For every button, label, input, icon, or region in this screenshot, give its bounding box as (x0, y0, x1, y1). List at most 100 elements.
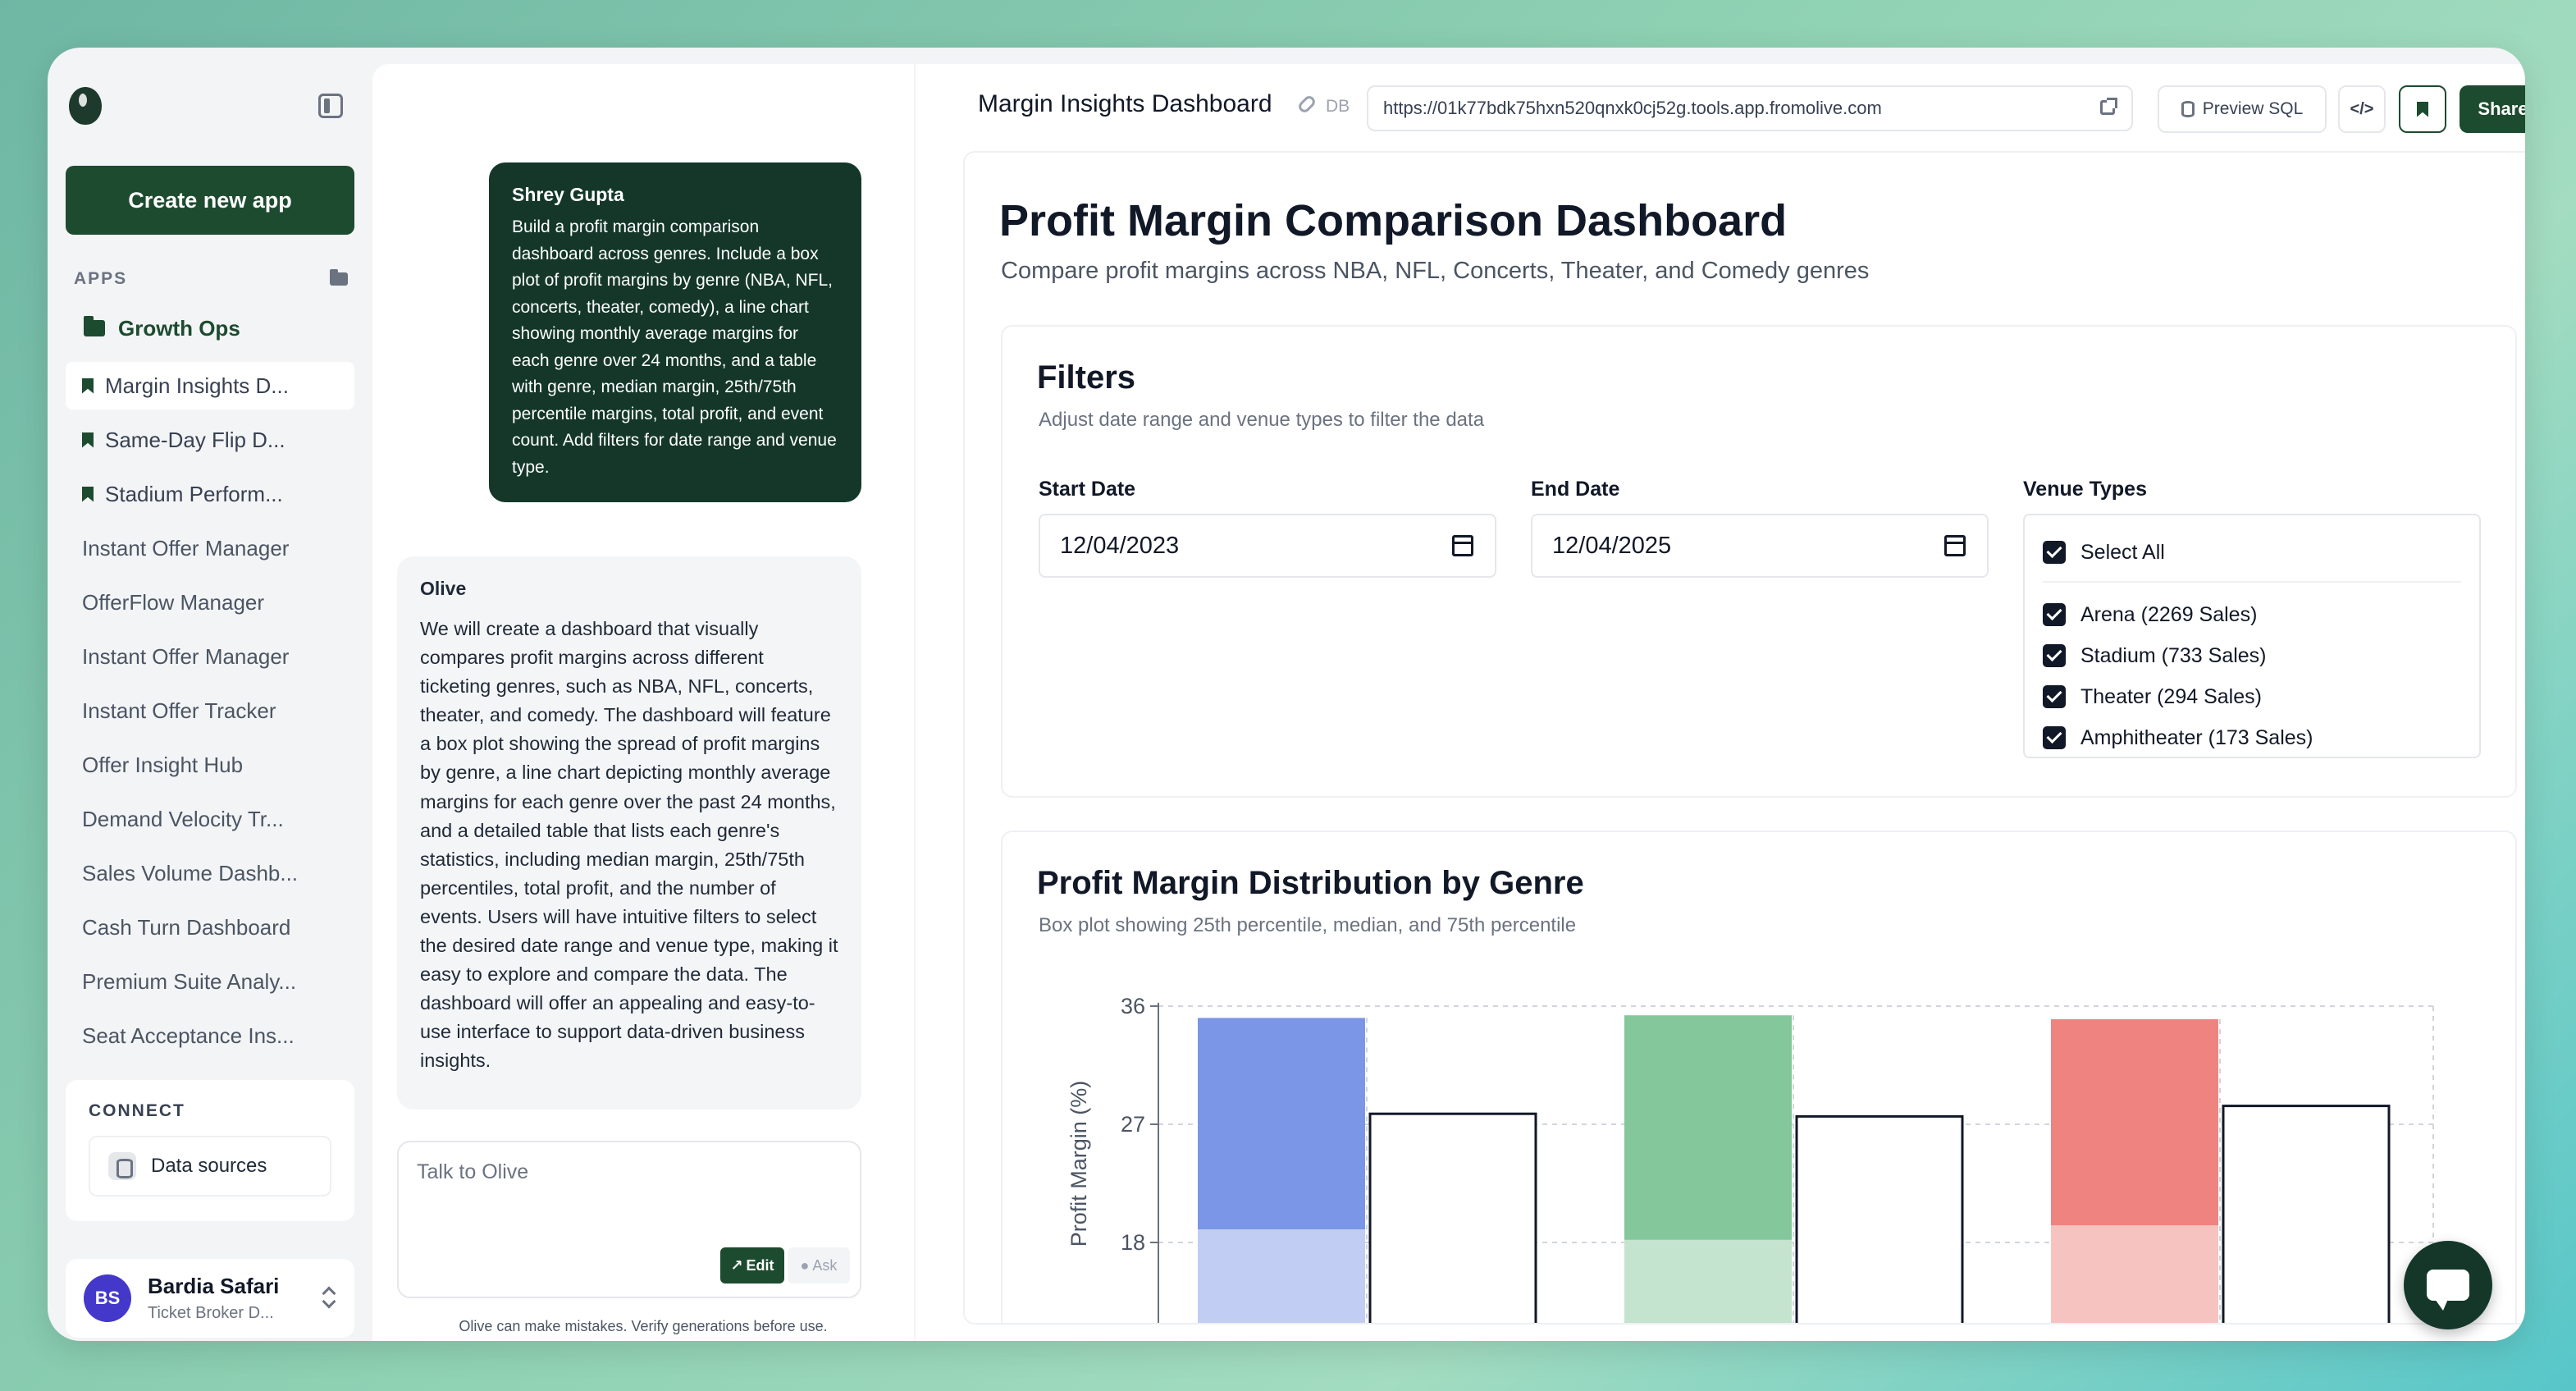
venue-checkbox[interactable]: Stadium (733 Sales) (2043, 635, 2461, 676)
sidebar-app-label: Offer Insight Hub (82, 752, 244, 777)
external-link-icon[interactable] (2100, 98, 2117, 115)
sidebar-app-item[interactable]: Same-Day Flip D... (66, 416, 354, 464)
start-date-value: 12/04/2023 (1060, 532, 1180, 559)
user-menu[interactable]: BS Bardia Safari Ticket Broker D... (66, 1259, 354, 1338)
checkbox-checked-icon (2043, 726, 2066, 749)
db-tag: DB (1326, 97, 1350, 116)
sidebar-app-item[interactable]: Seat Acceptance Ins... (66, 1012, 354, 1059)
app-window: Create new app APPS Growth Ops Margin In… (48, 48, 2525, 1341)
bookmark-icon (82, 486, 94, 502)
sidebar-app-label: Cash Turn Dashboard (82, 914, 291, 940)
checkbox-checked-icon (2043, 644, 2066, 667)
filters-card: Filters Adjust date range and venue type… (1001, 325, 2517, 798)
sidebar-app-label: Same-Day Flip D... (105, 427, 285, 452)
sidebar-app-item[interactable]: Sales Volume Dashb... (66, 849, 354, 897)
avatar: BS (84, 1274, 131, 1322)
sidebar-app-label: Seat Acceptance Ins... (82, 1023, 295, 1048)
venue-checkbox[interactable]: Theater (294 Sales) (2043, 676, 2461, 717)
sidebar-app-item[interactable]: Instant Offer Manager (66, 633, 354, 680)
box-plot-card: Profit Margin Distribution by Genre Box … (1001, 830, 2517, 1323)
bookmark-icon (2417, 101, 2428, 117)
olive-logo-icon[interactable] (69, 87, 102, 125)
app-url: https://01k77bdk75hxn520qnxk0cj52g.tools… (1383, 98, 1882, 118)
sidebar-group-growth-ops[interactable]: Growth Ops (66, 305, 354, 351)
y-tick-label: 27 (1121, 1112, 1145, 1137)
chat-pane: Shrey Gupta Build a profit margin compar… (372, 64, 939, 1341)
sidebar-app-item[interactable]: Demand Velocity Tr... (66, 795, 354, 843)
y-tick-label: 36 (1121, 994, 1145, 1018)
preview-sql-label: Preview SQL (2202, 99, 2304, 118)
box-lower-segment (1624, 1239, 1792, 1323)
bookmark-button[interactable] (2399, 85, 2446, 133)
sidebar-collapse-icon[interactable] (318, 94, 343, 118)
preview-sql-button[interactable]: Preview SQL (2158, 85, 2327, 133)
sidebar-app-item[interactable]: Instant Offer Tracker (66, 687, 354, 734)
user-name: Bardia Safari (148, 1274, 280, 1298)
page-title: Profit Margin Comparison Dashboard (999, 196, 1788, 245)
disclaimer: Olive can make mistakes. Verify generati… (459, 1318, 828, 1334)
database-icon (108, 1152, 136, 1180)
app-title: Margin Insights Dashboard (978, 90, 1272, 117)
box-outline (2222, 1105, 2391, 1323)
chevron-up-down-icon (322, 1285, 335, 1310)
sidebar-app-item[interactable]: Cash Turn Dashboard (66, 904, 354, 951)
venue-label: Arena (2269 Sales) (2080, 602, 2258, 626)
database-icon (2181, 101, 2195, 117)
link-icon (1296, 94, 1318, 115)
end-date-value: 12/04/2025 (1552, 532, 1672, 559)
create-new-app-button[interactable]: Create new app (66, 166, 354, 235)
chart-title: Profit Margin Distribution by Genre (1037, 865, 1584, 901)
sidebar-app-item[interactable]: OfferFlow Manager (66, 579, 354, 626)
sidebar-app-item[interactable]: Offer Insight Hub (66, 741, 354, 789)
venue-checkbox[interactable]: Arena (2269 Sales) (2043, 594, 2461, 635)
calendar-icon[interactable] (1944, 535, 1966, 556)
ask-mode-label: Ask (812, 1256, 838, 1274)
chart-subtitle: Box plot showing 25th percentile, median… (1039, 914, 1577, 936)
bookmark-icon (82, 432, 94, 448)
venue-label: Theater (294 Sales) (2080, 684, 2262, 708)
connect-panel: CONNECT Data sources (66, 1080, 354, 1221)
assistant-message: Olive We will create a dashboard that vi… (397, 556, 861, 1110)
message-text: We will create a dashboard that visually… (420, 618, 838, 1072)
bookmark-icon (82, 377, 94, 394)
sidebar-app-label: Margin Insights D... (105, 373, 289, 398)
share-button[interactable]: Share (2460, 85, 2525, 133)
preview-toolbar: Margin Insights Dashboard DB https://01k… (916, 64, 2525, 143)
venue-checkbox[interactable]: Amphitheater (173 Sales) (2043, 717, 2461, 758)
calendar-icon[interactable] (1452, 535, 1473, 556)
box-upper-segment (1624, 1015, 1792, 1240)
apps-header: APPS (74, 269, 348, 289)
sidebar-app-label: Instant Offer Manager (82, 535, 290, 561)
venue-types-list: Select All Arena (2269 Sales) Stadium (73… (2023, 514, 2481, 758)
sidebar-app-label: Stadium Perform... (105, 481, 283, 506)
new-folder-icon[interactable] (330, 269, 348, 286)
support-chat-button[interactable] (2404, 1241, 2492, 1329)
checkbox-checked-icon (2043, 685, 2066, 708)
y-tick-label: 18 (1121, 1230, 1145, 1255)
filters-title: Filters (1037, 359, 1136, 396)
connect-label: CONNECT (89, 1101, 185, 1120)
folder-icon (84, 316, 105, 336)
message-author: Olive (420, 578, 467, 599)
chat-input[interactable] (417, 1160, 843, 1226)
ask-mode-button[interactable]: ● Ask (788, 1247, 850, 1283)
edit-mode-button[interactable]: ↗ Edit (720, 1247, 784, 1283)
venue-options: Arena (2269 Sales) Stadium (733 Sales) The… (2043, 594, 2461, 758)
sidebar-app-item[interactable]: Stadium Perform... (66, 470, 354, 518)
select-all-checkbox[interactable]: Select All (2043, 532, 2461, 573)
sidebar-app-label: Instant Offer Manager (82, 643, 290, 669)
venue-label: Stadium (733 Sales) (2080, 643, 2267, 667)
sidebar-app-item[interactable]: Instant Offer Manager (66, 524, 354, 572)
end-date-input[interactable]: 12/04/2025 (1531, 514, 1989, 578)
venue-types-label: Venue Types (2023, 478, 2147, 501)
app-url-field[interactable]: https://01k77bdk75hxn520qnxk0cj52g.tools… (1367, 85, 2133, 131)
arrow-icon: ↗ (730, 1256, 743, 1274)
apps-label: APPS (74, 269, 128, 288)
data-sources-button[interactable]: Data sources (89, 1136, 331, 1197)
sidebar-app-item[interactable]: Margin Insights D... (66, 362, 354, 410)
box-upper-segment (2051, 1019, 2218, 1226)
sidebar-app-item[interactable]: Premium Suite Analy... (66, 958, 354, 1005)
box-plot-chart: 18 27 36 Profit Margin (%) (1066, 994, 2434, 1323)
code-view-button[interactable]: </> (2338, 85, 2386, 133)
start-date-input[interactable]: 12/04/2023 (1039, 514, 1496, 578)
